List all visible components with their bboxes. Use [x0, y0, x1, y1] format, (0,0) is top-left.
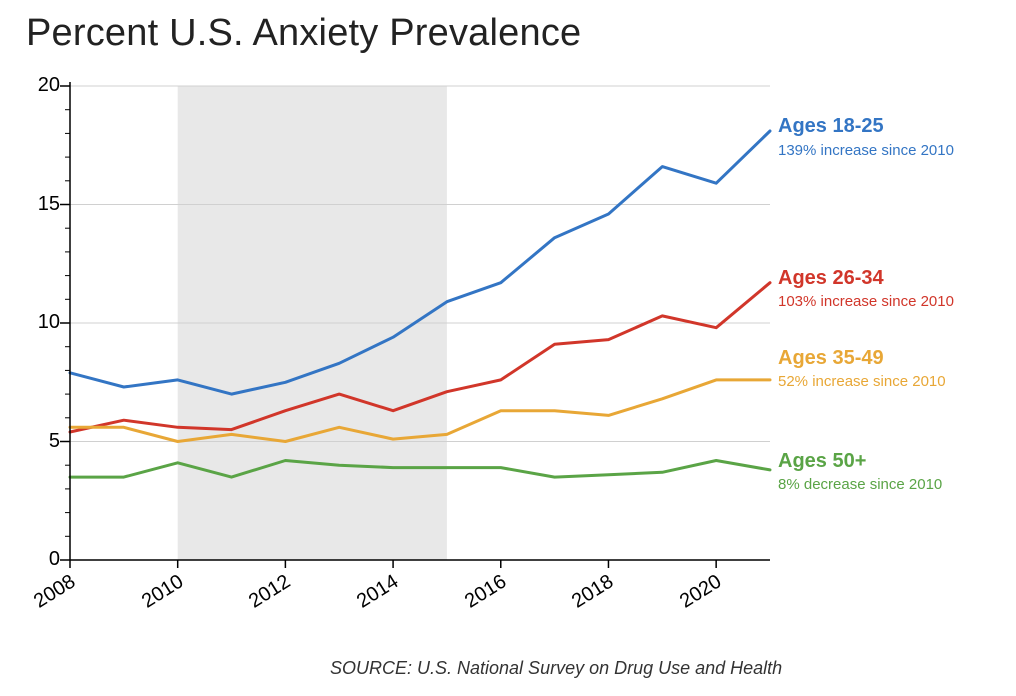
chart-container: Percent U.S. Anxiety Prevalence 05101520… [0, 0, 1016, 696]
series-sublabel-ages-35-49: 52% increase since 2010 [778, 373, 946, 390]
series-sublabel-ages-18-25: 139% increase since 2010 [778, 142, 954, 159]
series-label-ages-50-plus: Ages 50+ [778, 450, 866, 473]
source-attribution: SOURCE: U.S. National Survey on Drug Use… [330, 658, 782, 679]
y-tick-label: 5 [20, 430, 60, 453]
series-label-ages-18-25: Ages 18-25 [778, 115, 884, 138]
y-tick-label: 0 [20, 548, 60, 571]
series-sublabel-ages-26-34: 103% increase since 2010 [778, 293, 954, 310]
series-label-ages-26-34: Ages 26-34 [778, 267, 884, 290]
y-tick-label: 10 [20, 311, 60, 334]
series-sublabel-ages-50-plus: 8% decrease since 2010 [778, 476, 942, 493]
y-tick-label: 15 [20, 193, 60, 216]
y-tick-label: 20 [20, 74, 60, 97]
series-label-ages-35-49: Ages 35-49 [778, 347, 884, 370]
